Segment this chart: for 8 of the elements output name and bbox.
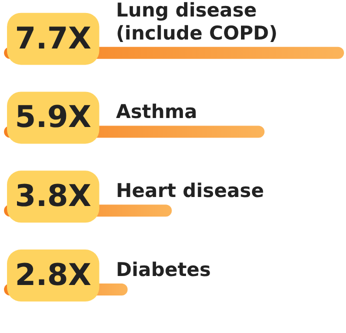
y-tick-label: Diabetes	[116, 259, 211, 282]
y-tick-label: Lung disease (include COPD)	[116, 0, 278, 44]
data-label: 7.7X	[15, 21, 92, 56]
y-tick-label: Heart disease	[116, 180, 264, 202]
y-tick-label: Asthma	[116, 101, 198, 124]
data-label: 3.8X	[15, 179, 92, 214]
data-label: 2.8X	[15, 258, 92, 294]
data-label: 5.9X	[15, 100, 92, 136]
